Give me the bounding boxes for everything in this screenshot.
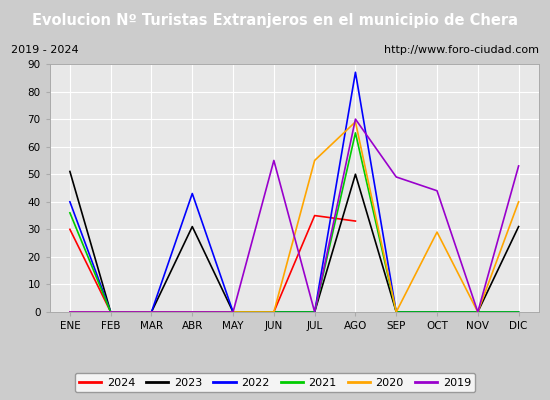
Text: 2019 - 2024: 2019 - 2024 xyxy=(11,45,79,55)
Text: http://www.foro-ciudad.com: http://www.foro-ciudad.com xyxy=(384,45,539,55)
Legend: 2024, 2023, 2022, 2021, 2020, 2019: 2024, 2023, 2022, 2021, 2020, 2019 xyxy=(75,373,475,392)
Text: Evolucion Nº Turistas Extranjeros en el municipio de Chera: Evolucion Nº Turistas Extranjeros en el … xyxy=(32,14,518,28)
